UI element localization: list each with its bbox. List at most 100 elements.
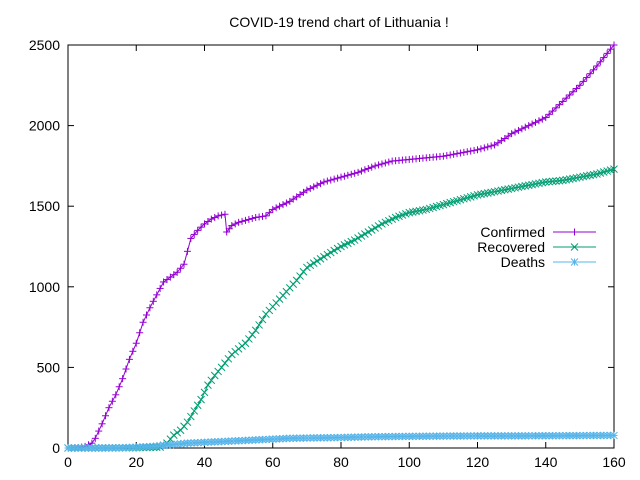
data-point-marker xyxy=(173,268,181,276)
data-point-marker xyxy=(385,158,393,166)
data-point-marker xyxy=(279,201,287,209)
data-point-marker xyxy=(508,130,516,138)
data-point-marker xyxy=(357,167,365,175)
data-point-marker xyxy=(139,318,147,326)
data-point-marker xyxy=(600,54,608,62)
marker-stroke xyxy=(248,330,257,339)
data-point-marker xyxy=(586,70,594,78)
data-point-marker xyxy=(241,339,250,348)
data-point-marker xyxy=(95,427,103,435)
data-point-marker xyxy=(296,272,304,280)
data-point-marker xyxy=(183,418,192,427)
series-confirmed xyxy=(64,41,618,452)
x-tick-label: 120 xyxy=(466,454,490,470)
series-deaths xyxy=(64,431,618,452)
data-point-marker xyxy=(214,212,222,220)
marker-stroke xyxy=(258,315,267,324)
marker-stroke xyxy=(333,244,342,253)
data-point-marker xyxy=(583,74,591,82)
data-point-marker xyxy=(204,381,212,389)
data-point-marker xyxy=(487,142,495,150)
data-point-marker xyxy=(330,175,338,183)
marker-stroke xyxy=(255,321,263,329)
data-point-marker xyxy=(310,183,318,191)
data-point-marker xyxy=(371,162,379,170)
data-point-marker xyxy=(378,160,386,168)
data-point-marker xyxy=(146,304,154,312)
axes: 0 20 40 60 80 100 120 140 160 0 500 1000 1500 2000 250… xyxy=(29,37,626,470)
y-tick-label: 500 xyxy=(37,359,61,375)
data-point-marker xyxy=(521,123,529,131)
data-point-marker xyxy=(576,81,584,89)
data-point-marker xyxy=(596,58,604,66)
marker-stroke xyxy=(545,177,554,186)
data-point-marker xyxy=(538,115,546,123)
marker-stroke xyxy=(173,428,182,437)
data-point-marker xyxy=(351,169,359,177)
marker-stroke xyxy=(330,246,339,255)
data-point-marker xyxy=(334,174,342,182)
data-point-marker xyxy=(330,246,339,255)
y-tick-label: 1500 xyxy=(29,198,60,214)
marker-stroke xyxy=(354,234,362,242)
data-point-marker xyxy=(572,85,580,93)
data-point-marker xyxy=(450,150,458,158)
x-tick-label: 80 xyxy=(333,454,349,470)
marker-stroke xyxy=(548,177,557,186)
data-point-marker xyxy=(354,234,362,242)
data-point-marker xyxy=(569,88,577,96)
marker-stroke xyxy=(350,236,359,244)
data-point-marker xyxy=(207,215,215,223)
marker-stroke xyxy=(323,250,332,259)
data-point-marker xyxy=(541,178,550,186)
data-point-marker xyxy=(552,177,560,185)
data-point-marker xyxy=(98,420,106,428)
data-point-marker xyxy=(306,261,315,270)
data-point-marker xyxy=(245,215,253,223)
data-point-marker xyxy=(187,234,195,242)
data-point-marker xyxy=(265,209,273,217)
marker-stroke xyxy=(224,354,233,363)
data-point-marker xyxy=(364,228,373,236)
data-point-marker xyxy=(125,355,133,363)
marker-stroke xyxy=(241,339,250,348)
data-point-marker xyxy=(177,264,185,272)
marker-stroke xyxy=(292,276,301,285)
data-point-marker xyxy=(91,434,99,442)
data-point-marker xyxy=(552,104,560,112)
data-point-marker xyxy=(313,181,321,189)
series-layer xyxy=(64,41,618,452)
data-point-marker xyxy=(149,297,157,305)
data-point-marker xyxy=(224,354,233,363)
data-point-marker xyxy=(354,168,362,176)
marker-stroke xyxy=(251,326,260,335)
marker-stroke xyxy=(193,401,202,410)
marker-stroke xyxy=(570,243,579,251)
marker-stroke xyxy=(183,418,192,427)
data-point-marker xyxy=(590,66,598,74)
data-point-marker xyxy=(357,232,366,240)
data-point-marker xyxy=(221,359,229,367)
data-point-marker xyxy=(480,144,488,152)
marker-stroke xyxy=(610,165,618,173)
marker-stroke xyxy=(371,224,379,232)
data-point-marker xyxy=(221,210,229,218)
data-point-marker xyxy=(317,180,325,188)
data-point-marker xyxy=(579,77,587,85)
data-point-marker xyxy=(248,330,257,339)
data-point-marker xyxy=(259,212,267,220)
data-point-marker xyxy=(566,91,574,99)
legend-label: Deaths xyxy=(501,254,545,270)
data-point-marker xyxy=(525,122,533,130)
marker-stroke xyxy=(357,232,366,240)
marker-stroke xyxy=(541,178,550,186)
marker-stroke xyxy=(361,230,369,238)
data-point-marker xyxy=(228,222,236,230)
data-point-marker xyxy=(326,248,335,257)
data-point-marker xyxy=(241,216,249,224)
data-point-marker xyxy=(173,428,182,437)
data-point-marker xyxy=(340,172,348,180)
data-point-marker xyxy=(545,177,554,186)
data-point-marker xyxy=(443,152,451,160)
data-point-marker xyxy=(190,407,199,415)
